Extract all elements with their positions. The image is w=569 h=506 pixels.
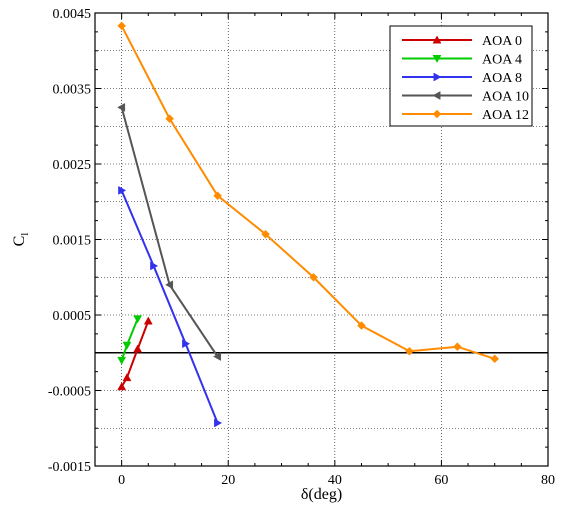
- y-tick-label: 0.0025: [53, 158, 92, 173]
- y-tick-label: 0.0045: [53, 7, 92, 22]
- data-point: [213, 352, 222, 361]
- data-point: [117, 356, 127, 365]
- x-tick-label: 40: [328, 473, 342, 488]
- axes: 0 20 40 60 80 -0.0015 -0.0005 0.0005 0.0015 0.002…: [48, 7, 555, 488]
- data-point: [182, 339, 191, 349]
- data-point: [165, 280, 174, 290]
- y-axis-label-main: C: [11, 236, 28, 247]
- y-tick-label: 0.0015: [53, 234, 92, 249]
- y-axis-label: Cl: [11, 233, 31, 247]
- data-point: [117, 382, 127, 391]
- data-point: [122, 341, 132, 350]
- y-tick-label: 0.0035: [53, 83, 92, 98]
- x-tick-label: 60: [434, 473, 448, 488]
- series-line: [120, 190, 219, 424]
- y-axis-label-group: Cl: [11, 233, 31, 247]
- data-point: [214, 418, 223, 428]
- series-line: [120, 320, 150, 388]
- legend: AOA 0 AOA 4 AOA 8 AOA 10 AOA 12: [389, 25, 533, 127]
- data-point: [490, 354, 500, 364]
- legend-swatch-marker: [433, 72, 442, 82]
- series-aoa-10: [117, 102, 222, 361]
- series-aoa-8: [118, 186, 223, 428]
- y-tick-label: -0.0015: [48, 460, 91, 475]
- series-aoa-12: [117, 21, 500, 364]
- data-point: [117, 21, 127, 31]
- series-layer: [117, 21, 500, 428]
- x-tick-label: 80: [541, 473, 555, 488]
- legend-swatch-marker: [432, 35, 442, 44]
- data-point: [261, 229, 270, 239]
- legend-label: AOA 10: [482, 90, 529, 105]
- data-point: [165, 114, 174, 124]
- series-aoa-4: [117, 315, 143, 365]
- legend-swatch-marker: [432, 91, 441, 100]
- legend-label: AOA 4: [482, 53, 522, 68]
- data-point: [133, 315, 143, 324]
- data-point: [213, 191, 222, 201]
- y-axis-label-subscript: l: [19, 233, 31, 236]
- x-tick-label: 0: [118, 473, 125, 488]
- series-aoa-0: [117, 316, 153, 391]
- x-axis-label: δ(deg): [301, 486, 342, 503]
- data-point: [117, 102, 126, 112]
- x-tick-label: 20: [221, 473, 235, 488]
- data-point: [357, 321, 366, 330]
- data-point: [150, 261, 159, 271]
- data-point: [453, 342, 462, 352]
- data-point: [405, 346, 414, 356]
- legend-swatch-marker: [432, 109, 442, 119]
- y-tick-label: 0.0005: [53, 309, 92, 324]
- data-point: [133, 344, 143, 353]
- legend-label: AOA 0: [482, 34, 522, 49]
- legend-swatch-marker: [432, 55, 442, 64]
- legend-label: AOA 12: [482, 108, 529, 123]
- legend-label: AOA 8: [482, 71, 522, 86]
- data-point: [118, 186, 127, 195]
- y-tick-label: -0.0005: [48, 385, 91, 400]
- data-point: [122, 373, 132, 382]
- data-point: [143, 316, 153, 325]
- data-point: [309, 272, 318, 282]
